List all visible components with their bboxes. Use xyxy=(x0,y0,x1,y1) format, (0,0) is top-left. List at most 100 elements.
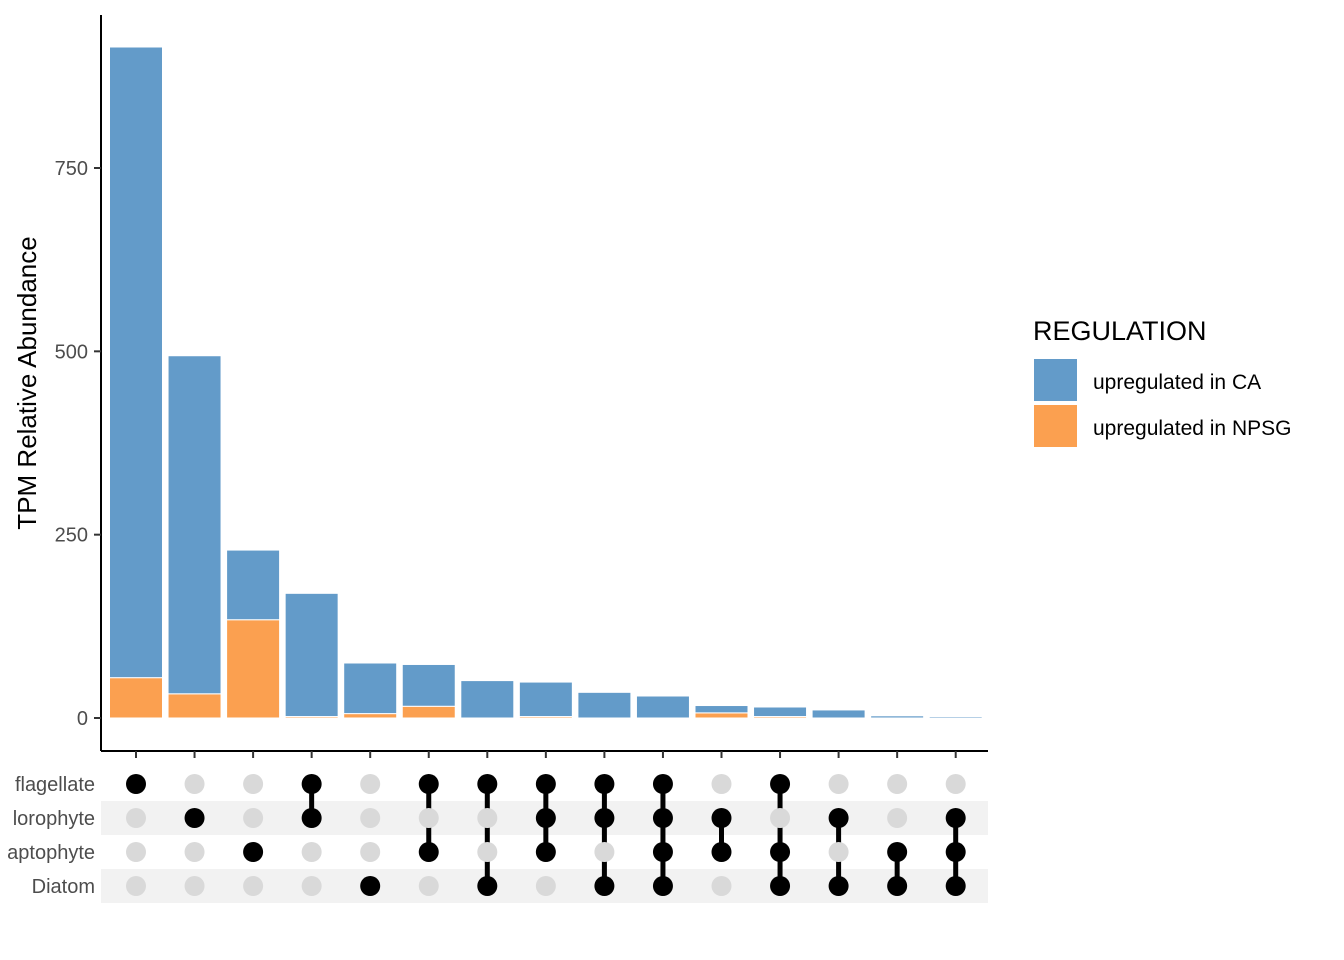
set-dot-inactive xyxy=(828,842,849,862)
axes xyxy=(100,15,988,752)
set-dot-active xyxy=(594,876,615,896)
bar-segment xyxy=(694,705,749,714)
set-dot-active xyxy=(711,808,732,828)
legend-title: REGULATION xyxy=(1033,316,1207,346)
set-dot-active xyxy=(418,842,439,862)
set-dot-inactive xyxy=(418,808,439,828)
bar-segment xyxy=(109,46,163,679)
set-dot-active xyxy=(594,808,615,828)
legend: REGULATION upregulated in CA upregulated… xyxy=(1033,316,1291,447)
set-dot-inactive xyxy=(360,774,381,794)
set-dot-active xyxy=(887,876,908,896)
x-ticks xyxy=(135,751,957,758)
set-dot-inactive xyxy=(535,876,556,896)
bar-segment xyxy=(343,662,398,715)
set-dot-active xyxy=(652,774,673,794)
set-dot-inactive xyxy=(711,876,732,896)
set-dot-active xyxy=(945,876,966,896)
bar-segment xyxy=(811,709,866,719)
set-dot-inactive xyxy=(243,876,264,896)
legend-label-ca: upregulated in CA xyxy=(1093,371,1261,394)
set-dot-active xyxy=(535,808,556,828)
set-dot-inactive xyxy=(711,774,732,794)
set-labels: flagellate lorophyte aptophyte Diatom xyxy=(7,774,95,898)
set-dot-inactive xyxy=(360,842,381,862)
bar-segment xyxy=(401,663,456,707)
y-tick-label: 750 xyxy=(55,158,88,180)
set-dot-active xyxy=(652,876,673,896)
set-dot-inactive xyxy=(594,842,615,862)
set-dot-active xyxy=(945,842,966,862)
set-dot-inactive xyxy=(126,876,146,896)
y-tick-label: 0 xyxy=(77,708,88,730)
set-dot-inactive xyxy=(477,842,498,862)
y-ticks: 0 250 500 750 xyxy=(55,158,101,730)
set-dot-active xyxy=(360,876,381,896)
set-dot-active xyxy=(770,774,791,794)
set-dot-active xyxy=(535,842,556,862)
set-dot-active xyxy=(535,774,556,794)
bar-segment xyxy=(401,705,456,719)
set-dot-inactive xyxy=(887,774,908,794)
set-dot-inactive xyxy=(243,774,264,794)
intersection-matrix xyxy=(126,774,966,896)
bar-segment xyxy=(343,713,398,719)
bar-segment xyxy=(460,680,515,719)
set-dot-inactive xyxy=(418,876,439,896)
set-dot-active xyxy=(828,808,849,828)
y-tick-label: 250 xyxy=(55,525,88,547)
bar-segment xyxy=(284,592,339,718)
set-dot-active xyxy=(945,808,966,828)
set-label: flagellate xyxy=(15,774,95,796)
set-dot-active xyxy=(887,842,908,862)
set-label: Diatom xyxy=(32,876,95,898)
set-dot-active xyxy=(770,842,791,862)
set-dot-inactive xyxy=(184,876,205,896)
bar-segment xyxy=(167,693,222,719)
set-dot-active xyxy=(301,808,322,828)
set-dot-inactive xyxy=(184,774,205,794)
bar-segment xyxy=(753,706,808,718)
set-dot-inactive xyxy=(126,842,146,862)
bar-segment xyxy=(870,715,925,719)
set-dot-active xyxy=(243,842,264,862)
set-dot-inactive xyxy=(301,842,322,862)
set-dot-inactive xyxy=(887,808,908,828)
set-dot-inactive xyxy=(126,808,146,828)
set-dot-active xyxy=(594,774,615,794)
legend-swatch-npsg xyxy=(1034,405,1077,447)
set-dot-inactive xyxy=(828,774,849,794)
set-dot-active xyxy=(301,774,322,794)
set-dot-active xyxy=(711,842,732,862)
stacked-bars xyxy=(109,46,983,719)
bar-segment xyxy=(109,677,163,719)
set-dot-active xyxy=(770,876,791,896)
set-dot-active xyxy=(126,774,146,794)
set-label: aptophyte xyxy=(7,842,95,864)
set-dot-active xyxy=(477,774,498,794)
set-dot-active xyxy=(418,774,439,794)
set-dot-active xyxy=(652,842,673,862)
set-dot-inactive xyxy=(301,876,322,896)
bar-segment xyxy=(635,695,690,719)
y-tick-label: 500 xyxy=(55,341,88,363)
set-dot-inactive xyxy=(770,808,791,828)
set-dot-inactive xyxy=(184,842,205,862)
set-dot-active xyxy=(184,808,205,828)
set-dot-inactive xyxy=(243,808,264,828)
set-label: lorophyte xyxy=(13,808,95,830)
set-dot-active xyxy=(477,876,498,896)
bar-segment xyxy=(577,691,632,719)
bar-segment xyxy=(226,549,281,621)
set-dot-inactive xyxy=(360,808,381,828)
set-dot-active xyxy=(652,808,673,828)
bar-segment xyxy=(226,619,281,719)
bar-segment xyxy=(694,712,749,719)
y-axis-title: TPM Relative Abundance xyxy=(12,236,42,529)
set-dot-active xyxy=(828,876,849,896)
bar-segment xyxy=(928,716,983,719)
bar-segment xyxy=(518,681,573,718)
set-dot-inactive xyxy=(477,808,498,828)
bar-segment xyxy=(167,355,222,695)
